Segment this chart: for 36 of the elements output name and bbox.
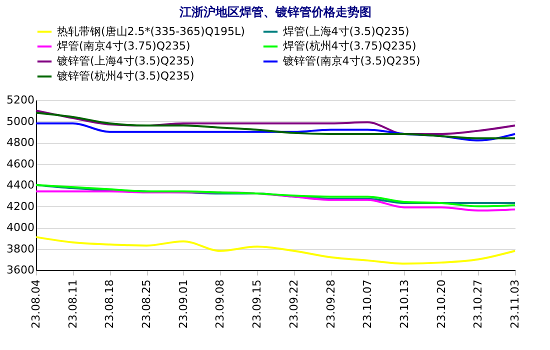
x-tick-label: 23.10.27 [472,280,485,328]
y-tick-label: 5200 [6,94,34,106]
x-tick-label: 23.08.25 [140,280,154,328]
y-tick-label: 5000 [6,114,34,128]
x-tick-label: 23.09.15 [250,280,264,328]
x-tick-label: 23.10.13 [398,280,411,328]
y-tick-label: 4800 [6,136,34,149]
x-tick-label: 23.10.20 [434,280,448,328]
line-series [35,112,516,140]
line-series [35,190,516,212]
legend-label: 焊管(杭州4寸(3.75)Q235) [283,40,416,52]
line-series [35,236,516,265]
x-tick-label: 23.08.18 [103,280,116,328]
y-tick-label: 4600 [6,157,34,170]
line-series [35,122,516,142]
legend-label: 镀锌管(上海4寸(3.5)Q235) [56,54,194,68]
x-tick-label: 23.08.04 [30,280,42,328]
x-tick-label: 23.09.01 [176,280,190,328]
x-tick-label: 23.08.11 [66,280,80,328]
y-tick-label: 4200 [6,200,34,213]
y-tick-label: 3600 [6,264,34,276]
legend-label: 焊管(南京4寸(3.75)Q235) [57,40,190,52]
legend-label: 镀锌管(杭州4寸(3.5)Q235) [56,70,194,82]
line-series [35,110,516,135]
x-tick-label: 23.11.03 [508,280,522,328]
y-tick-label: 3800 [6,242,34,256]
y-tick-label: 4000 [6,221,34,234]
x-tick-label: 23.09.08 [214,280,227,328]
chart-title: 江浙沪地区焊管、镀锌管价格走势图 [178,5,372,19]
y-tick-label: 4400 [6,178,34,192]
x-tick-label: 23.09.28 [324,280,338,328]
legend-label: 镀锌管(南京4寸(3.5)Q235) [282,54,420,68]
x-tick-label: 23.10.07 [361,280,374,328]
legend-label: 热轧带钢(唐山2.5*(335-365)Q195L) [57,24,245,38]
x-tick-label: 23.09.22 [287,280,300,328]
legend-label: 焊管(上海4寸(3.5)Q235) [283,24,410,38]
